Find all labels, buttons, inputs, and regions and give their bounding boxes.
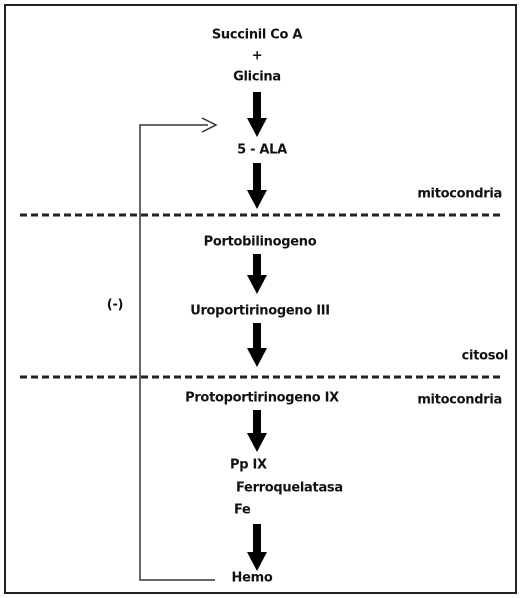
- arrow: [247, 254, 267, 294]
- compartment-label: mitocondria: [417, 393, 502, 408]
- node-label: Succinil Co A: [212, 28, 303, 43]
- node-label: Hemo: [232, 571, 273, 586]
- feedback-label: (-): [107, 298, 123, 313]
- node-label: Uroportirinogeno III: [190, 304, 330, 319]
- node-label: 5 - ALA: [237, 143, 287, 158]
- node-label: Protoportirinogeno IX: [185, 391, 339, 406]
- frame: [4, 4, 517, 594]
- node-label: Portobilinogeno: [204, 235, 317, 250]
- arrow: [247, 163, 267, 209]
- node-label: Ferroquelatasa: [236, 481, 343, 496]
- arrows: [247, 92, 267, 571]
- arrow: [247, 410, 267, 452]
- arrow: [247, 524, 267, 571]
- arrow: [247, 323, 267, 367]
- node-label: Pp IX: [230, 458, 267, 473]
- node-label: Fe: [234, 503, 251, 518]
- feedback-arrowhead: [201, 117, 218, 133]
- arrow: [247, 92, 267, 137]
- compartment-label: citosol: [462, 349, 508, 364]
- node-label: +: [252, 49, 263, 64]
- compartment-label: mitocondria: [417, 187, 502, 202]
- node-label: Glicina: [233, 70, 281, 85]
- feedback-line: [139, 124, 215, 581]
